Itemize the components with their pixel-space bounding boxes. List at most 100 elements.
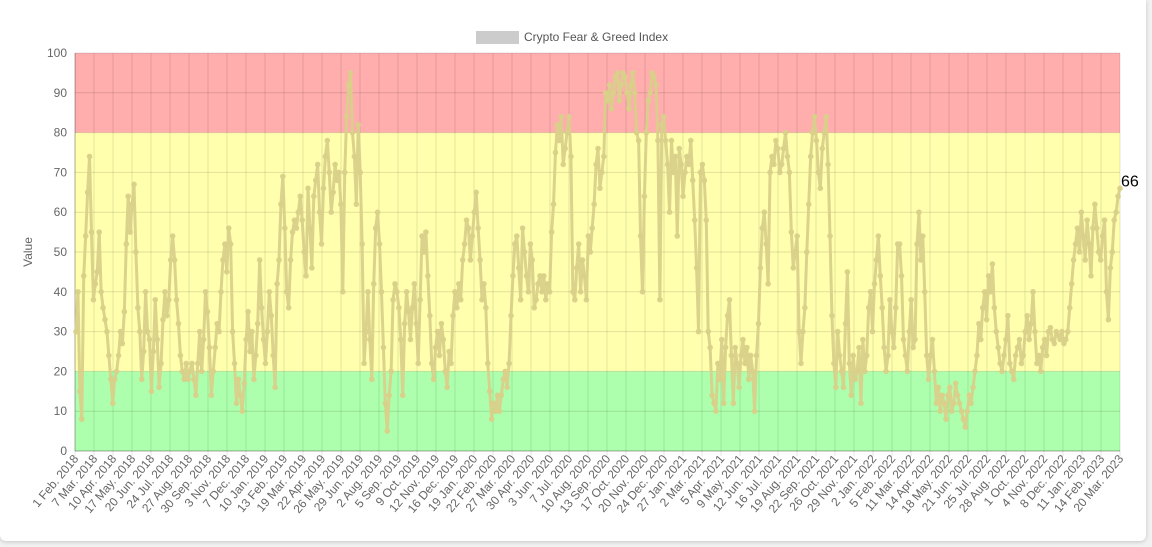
- data-point: [570, 289, 576, 295]
- data-point: [177, 352, 184, 359]
- data-point: [496, 408, 503, 415]
- data-point: [916, 209, 922, 215]
- data-point: [684, 153, 690, 160]
- data-point: [674, 233, 681, 239]
- data-point: [322, 153, 329, 160]
- data-point: [262, 360, 269, 367]
- data-point: [392, 281, 398, 287]
- data-point: [601, 153, 607, 160]
- end-value-label: 66: [1121, 173, 1139, 190]
- data-point: [343, 113, 350, 120]
- data-point: [914, 241, 920, 247]
- data-point: [378, 289, 385, 295]
- data-point: [1034, 360, 1040, 367]
- data-point: [367, 336, 373, 343]
- data-point: [854, 368, 860, 375]
- data-point: [160, 316, 166, 323]
- data-point: [537, 273, 543, 279]
- data-point: [562, 145, 568, 152]
- data-point: [693, 265, 700, 271]
- data-point: [152, 296, 159, 303]
- data-point: [976, 320, 982, 327]
- data-point: [1070, 257, 1077, 263]
- data-point: [220, 257, 226, 263]
- data-point: [92, 281, 99, 287]
- data-point: [1113, 209, 1119, 215]
- data-point: [490, 400, 497, 407]
- legend-swatch[interactable]: [476, 31, 519, 44]
- data-point: [521, 249, 528, 255]
- data-point: [150, 348, 157, 355]
- data-point: [171, 257, 178, 263]
- data-point: [249, 328, 255, 335]
- data-point: [156, 384, 162, 391]
- data-point: [280, 173, 286, 180]
- data-point: [798, 360, 804, 367]
- data-point: [125, 193, 131, 200]
- data-point: [127, 229, 133, 235]
- data-point: [670, 169, 677, 176]
- data-point: [1078, 209, 1085, 215]
- data-point: [376, 241, 383, 247]
- data-point: [307, 225, 313, 231]
- data-point: [587, 249, 594, 255]
- data-point: [604, 97, 611, 104]
- data-point: [577, 289, 584, 295]
- data-point: [303, 273, 309, 279]
- data-point: [222, 241, 228, 247]
- data-point: [166, 296, 172, 303]
- data-point: [121, 308, 128, 315]
- data-point: [709, 392, 715, 399]
- data-point: [272, 384, 278, 391]
- data-point: [891, 344, 897, 351]
- data-point: [494, 392, 501, 399]
- data-point: [84, 189, 91, 196]
- data-point: [142, 289, 149, 295]
- data-point: [345, 82, 352, 88]
- data-point: [595, 145, 601, 152]
- data-point: [144, 328, 151, 335]
- data-point: [974, 352, 980, 359]
- data-point: [981, 289, 988, 295]
- y-tick-label: 60: [54, 205, 68, 219]
- data-point: [432, 344, 439, 351]
- data-point: [548, 229, 555, 235]
- data-point: [848, 392, 855, 399]
- data-point: [434, 328, 441, 335]
- data-point: [583, 296, 590, 303]
- data-point: [560, 161, 566, 168]
- data-point: [320, 185, 327, 192]
- data-point: [695, 328, 702, 335]
- data-point: [655, 137, 661, 144]
- data-point: [1111, 217, 1117, 223]
- data-point: [1047, 324, 1054, 331]
- legend[interactable]: Crypto Fear & Greed Index: [476, 30, 668, 44]
- data-point: [711, 400, 717, 407]
- data-point: [833, 384, 839, 391]
- data-point: [398, 336, 404, 343]
- data-point: [415, 360, 422, 367]
- legend-label[interactable]: Crypto Fear & Greed Index: [524, 30, 668, 44]
- data-point: [517, 296, 524, 303]
- data-point: [235, 376, 242, 383]
- data-point: [409, 304, 416, 311]
- data-point: [746, 376, 752, 383]
- data-point: [210, 368, 217, 375]
- data-point: [442, 368, 449, 375]
- data-point: [643, 129, 650, 136]
- data-point: [417, 296, 423, 303]
- data-point: [1024, 312, 1030, 319]
- data-point: [633, 129, 640, 136]
- data-point: [216, 328, 222, 335]
- data-point: [270, 352, 277, 359]
- data-point: [701, 177, 708, 184]
- data-point: [717, 376, 723, 383]
- data-point: [794, 233, 800, 239]
- y-tick-label: 40: [54, 285, 68, 299]
- data-point: [713, 408, 719, 415]
- data-point: [682, 169, 688, 176]
- data-point: [796, 328, 802, 335]
- data-point: [365, 289, 371, 295]
- data-point: [628, 82, 634, 88]
- data-point: [169, 233, 176, 239]
